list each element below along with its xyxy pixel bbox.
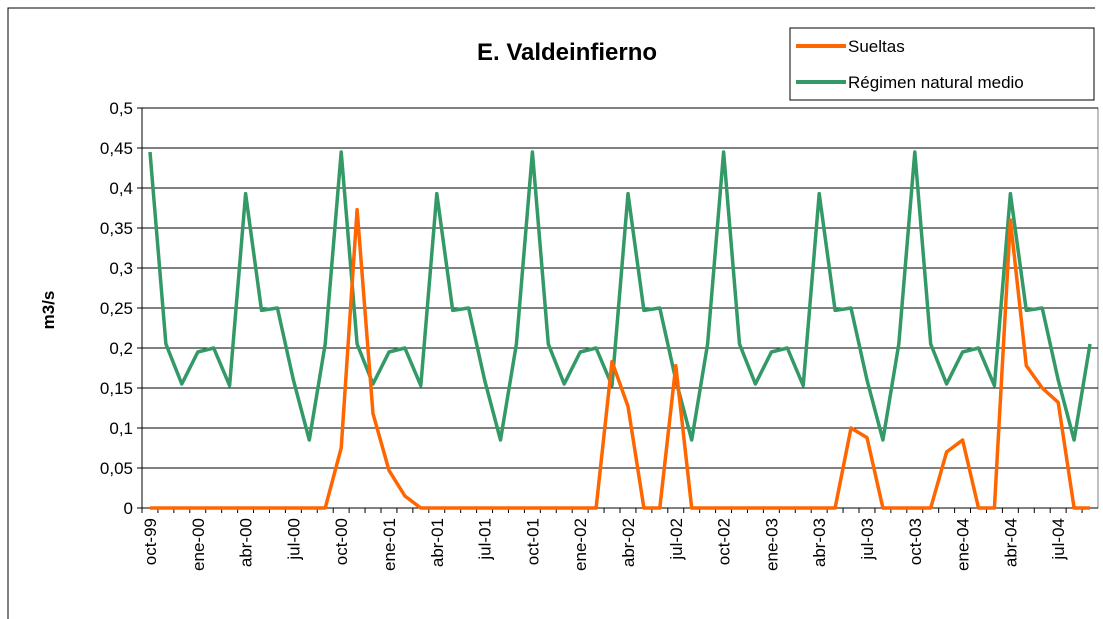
x-tick-label: oct-99 [141, 518, 160, 565]
x-tick-label: oct-01 [523, 518, 542, 565]
y-tick-label: 0,3 [109, 259, 133, 278]
y-tick-label: 0,1 [109, 419, 133, 438]
x-tick-label: abr-00 [237, 518, 256, 567]
chart-frame [7, 7, 1095, 619]
legend-label: Sueltas [848, 37, 905, 56]
y-tick-label: 0,5 [109, 99, 133, 118]
x-tick-label: jul-03 [858, 518, 877, 561]
y-axis-label: m3/s [39, 291, 58, 330]
y-tick-label: 0,15 [100, 379, 133, 398]
y-tick-label: 0,4 [109, 179, 133, 198]
y-tick-label: 0,2 [109, 339, 133, 358]
legend-box [789, 27, 1095, 101]
x-tick-label: abr-03 [810, 518, 829, 567]
x-tick-label: oct-00 [332, 518, 351, 565]
x-tick-label: ene-01 [380, 518, 399, 571]
y-tick-label: 0,05 [100, 459, 133, 478]
x-tick-label: jul-04 [1049, 518, 1068, 561]
x-tick-label: ene-02 [571, 518, 590, 571]
y-tick-label: 0 [124, 499, 133, 518]
x-tick-label: abr-01 [428, 518, 447, 567]
x-tick-label: oct-03 [906, 518, 925, 565]
x-tick-label: jul-00 [284, 518, 303, 561]
y-tick-label: 0,25 [100, 299, 133, 318]
chart-title: E. Valdeinfierno [477, 39, 657, 66]
x-tick-label: abr-04 [1001, 518, 1020, 567]
y-tick-label: 0,45 [100, 139, 133, 158]
x-tick-label: jul-01 [476, 518, 495, 561]
y-tick-label: 0,35 [100, 219, 133, 238]
series-line [150, 207, 1090, 510]
x-tick-label: ene-00 [189, 518, 208, 571]
x-tick-label: ene-03 [762, 518, 781, 571]
x-tick-label: abr-02 [619, 518, 638, 567]
x-tick-label: oct-02 [715, 518, 734, 565]
legend-label: Régimen natural medio [848, 73, 1024, 92]
x-tick-label: ene-04 [954, 518, 973, 571]
series-line [148, 150, 1092, 442]
x-tick-label: jul-02 [667, 518, 686, 561]
